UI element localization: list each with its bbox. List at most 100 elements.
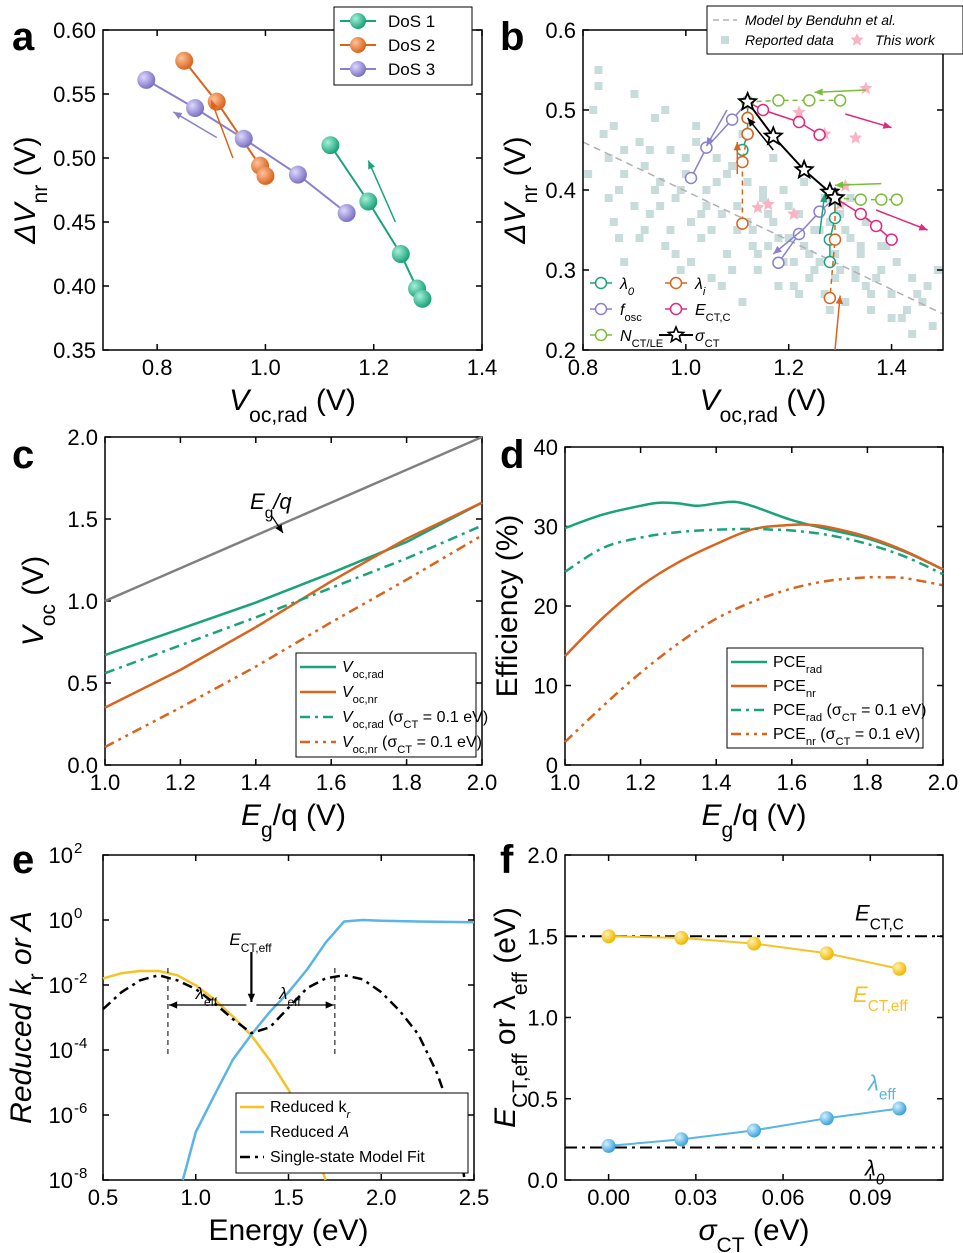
series-label-lambda-eff-part: λ bbox=[867, 1071, 879, 1096]
trend-arrow-head bbox=[747, 118, 756, 127]
x-tick-label: 1.6 bbox=[316, 770, 347, 795]
trend-arrow bbox=[814, 89, 866, 94]
data-point bbox=[391, 245, 410, 263]
legend-label: Reduced A bbox=[270, 1124, 349, 1141]
reported-data-point bbox=[723, 250, 731, 258]
lambda-arrow-right-head bbox=[325, 1001, 334, 1009]
series-label-ect-eff-part: CT,eff bbox=[868, 997, 909, 1014]
sigma-ct-point bbox=[762, 125, 785, 146]
reported-data-point bbox=[877, 266, 886, 274]
reported-data-point bbox=[681, 154, 690, 162]
legend-label-part: CT,C bbox=[706, 312, 731, 324]
legend-label: Reported data bbox=[745, 32, 834, 48]
reported-data-point bbox=[774, 282, 783, 290]
legend-label: NCT/LE bbox=[620, 328, 663, 350]
this-work-point bbox=[859, 81, 873, 95]
reported-data-point bbox=[671, 194, 680, 202]
sigma-ct-point bbox=[793, 158, 816, 180]
data-point bbox=[175, 51, 194, 70]
reported-data-point bbox=[825, 306, 834, 314]
data-point bbox=[890, 193, 903, 206]
y-axis-title-part: r bbox=[25, 973, 48, 980]
x-axis-title-part: oc,rad bbox=[720, 404, 778, 427]
x-axis-title: Eg/q (V) bbox=[241, 799, 346, 842]
y-tick-label: 2.0 bbox=[527, 843, 558, 868]
reported-data-point bbox=[820, 290, 829, 298]
legend-swatch-marker bbox=[594, 328, 608, 342]
legend-label-part: = 0.1 eV) bbox=[418, 709, 488, 726]
reported-data-point bbox=[831, 274, 839, 282]
this-work-point bbox=[761, 197, 775, 211]
ect-eff-annotation-part: E bbox=[229, 930, 241, 949]
series-line bbox=[104, 524, 483, 675]
reported-data-point bbox=[604, 194, 613, 202]
y-tick-label: 2.0 bbox=[67, 425, 98, 450]
lambda-eff-left-label-part: λ bbox=[195, 984, 204, 1003]
data-point bbox=[741, 127, 754, 141]
reported-data-point bbox=[717, 282, 726, 290]
series-line bbox=[104, 501, 483, 709]
ect-eff-arrow-head bbox=[247, 993, 256, 1002]
y-tick-exponent: -8 bbox=[74, 1165, 87, 1182]
reported-data-point bbox=[733, 202, 742, 210]
reported-data-point bbox=[887, 290, 896, 298]
trend-arrow bbox=[210, 100, 234, 159]
data-point bbox=[892, 1101, 907, 1116]
legend-label-part: V bbox=[342, 659, 354, 676]
legend-label-part: CT bbox=[836, 736, 851, 748]
x-axis-title-part: (V) bbox=[308, 384, 356, 417]
reported-data-point bbox=[671, 250, 680, 258]
reported-data-point bbox=[676, 266, 685, 274]
reported-data-point bbox=[599, 130, 608, 138]
reported-data-point bbox=[887, 314, 896, 322]
data-point bbox=[413, 289, 432, 308]
legend-label-part: rad bbox=[806, 664, 822, 676]
x-tick-label: 1.4 bbox=[467, 355, 498, 380]
reference-label-ect-c-part: CT,C bbox=[870, 916, 904, 933]
y-tick-label: 0.35 bbox=[53, 338, 96, 363]
legend-label-part: = 0.1 eV) bbox=[857, 702, 927, 719]
reported-data-point bbox=[656, 178, 665, 186]
data-point bbox=[359, 192, 378, 211]
y-tick-label: 0.5 bbox=[545, 98, 576, 123]
reported-data-point bbox=[635, 234, 644, 242]
panel-label-e: e bbox=[12, 838, 34, 882]
reference-label-lambda-0-part: λ bbox=[864, 1156, 876, 1181]
data-point bbox=[256, 166, 275, 185]
reported-data-point bbox=[651, 114, 659, 122]
y-tick-label: 1.0 bbox=[527, 1006, 558, 1031]
panel-label-f: f bbox=[500, 838, 514, 882]
x-axis-title-part: g bbox=[721, 819, 733, 842]
data-point bbox=[674, 930, 689, 945]
y-tick-label: 30 bbox=[534, 515, 558, 540]
reported-data-point bbox=[861, 282, 870, 290]
y-axis-title-part: (eV) bbox=[489, 907, 522, 972]
reported-data-point bbox=[661, 106, 670, 114]
y-tick-exponent: -2 bbox=[74, 970, 87, 987]
data-point bbox=[736, 217, 749, 230]
reported-data-point bbox=[784, 202, 793, 210]
reported-data-point bbox=[882, 242, 891, 250]
x-axis-title-part: (V) bbox=[778, 384, 826, 417]
legend-box bbox=[295, 652, 477, 758]
legend-label: Reduced kr bbox=[270, 1099, 352, 1121]
reported-data-point bbox=[908, 330, 917, 338]
reported-data-point bbox=[769, 218, 778, 226]
x-tick-label: 2.0 bbox=[366, 1185, 397, 1210]
reported-data-point bbox=[805, 250, 814, 258]
reported-data-point bbox=[728, 162, 737, 170]
legend-label-part: A bbox=[338, 1124, 350, 1141]
y-tick-exponent: -6 bbox=[74, 1100, 87, 1117]
data-point bbox=[207, 92, 226, 111]
y-tick-label: 0.0 bbox=[527, 1168, 558, 1193]
data-point bbox=[885, 233, 898, 246]
x-tick-label: 0.03 bbox=[674, 1185, 717, 1210]
y-tick-base: 10 bbox=[49, 843, 73, 868]
reported-data-point bbox=[609, 122, 618, 130]
reported-data-point bbox=[702, 186, 711, 194]
reported-data-point bbox=[712, 178, 721, 186]
y-tick-base: 10 bbox=[49, 1103, 73, 1128]
chart-panel-c: 1.0 1.2 1.4 1.6 1.8 2.0 0.0 0.5 1.0 1.5 2.0 Eg/q (V… bbox=[17, 425, 497, 842]
reported-data-point bbox=[779, 186, 788, 194]
x-axis-title: σCT (eV) bbox=[698, 1214, 809, 1253]
